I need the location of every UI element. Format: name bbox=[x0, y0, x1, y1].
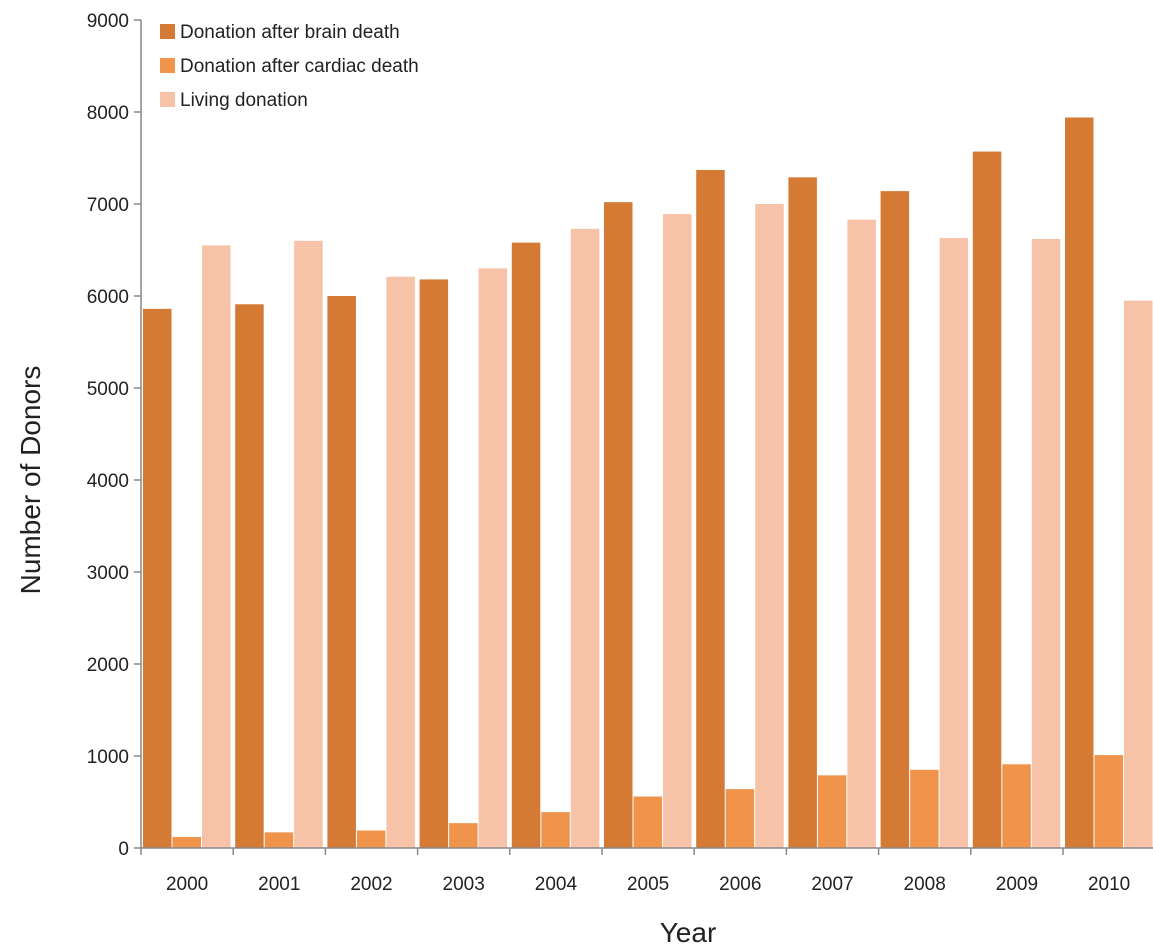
y-tick-label-6000: 6000 bbox=[87, 287, 129, 308]
bar-donation-after-cardiac-death-2005 bbox=[633, 796, 662, 848]
y-axis-title: Number of Donors bbox=[15, 366, 46, 595]
bar-donation-after-brain-death-2006 bbox=[696, 169, 725, 848]
bar-living-donation-2007 bbox=[847, 219, 876, 848]
x-tick-label-2005: 2005 bbox=[627, 874, 669, 895]
y-tick-label-7000: 7000 bbox=[87, 195, 129, 216]
legend-label-living-donation: Living donation bbox=[180, 90, 308, 111]
bar-living-donation-2002 bbox=[386, 276, 415, 848]
x-tick-label-2006: 2006 bbox=[719, 874, 761, 895]
legend-swatch-living-donation bbox=[160, 92, 175, 107]
x-tick-label-2000: 2000 bbox=[166, 874, 208, 895]
y-axis-ticks: 0 1000 2000 3000 4000 5000 6000 7000 8000 9000 bbox=[87, 11, 141, 860]
x-tick-label-2004: 2004 bbox=[535, 874, 578, 895]
legend-swatch-donation-after-brain-death bbox=[160, 24, 175, 39]
legend-label-donation-after-cardiac-death: Donation after cardiac death bbox=[180, 56, 419, 77]
y-tick-label-9000: 9000 bbox=[87, 11, 129, 32]
bar-donation-after-cardiac-death-2002 bbox=[356, 830, 386, 848]
bar-donation-after-cardiac-death-2009 bbox=[1002, 764, 1031, 848]
y-tick-label-8000: 8000 bbox=[87, 103, 129, 124]
x-tick-label-2007: 2007 bbox=[811, 874, 853, 895]
bar-donation-after-cardiac-death-2001 bbox=[264, 832, 294, 848]
y-tick-label-0: 0 bbox=[118, 839, 129, 860]
bar-donation-after-cardiac-death-2007 bbox=[817, 775, 847, 848]
x-axis-title: Year bbox=[660, 917, 717, 948]
bar-donation-after-cardiac-death-2006 bbox=[725, 789, 755, 848]
bar-donation-after-cardiac-death-2003 bbox=[449, 823, 478, 848]
bar-living-donation-2001 bbox=[294, 240, 323, 849]
bar-living-donation-2006 bbox=[755, 204, 784, 848]
y-tick-label-4000: 4000 bbox=[87, 471, 129, 492]
y-tick-label-1000: 1000 bbox=[87, 747, 129, 768]
x-tick-label-2008: 2008 bbox=[904, 874, 946, 895]
bar-donation-after-brain-death-2002 bbox=[327, 296, 356, 848]
bar-living-donation-2009 bbox=[1031, 238, 1061, 848]
bar-living-donation-2000 bbox=[202, 245, 231, 848]
bar-donation-after-cardiac-death-2010 bbox=[1094, 755, 1123, 848]
bar-living-donation-2008 bbox=[939, 238, 969, 849]
bar-donation-after-brain-death-2000 bbox=[143, 308, 172, 848]
legend: Donation after brain death Donation after… bbox=[160, 22, 419, 111]
bar-living-donation-2010 bbox=[1124, 300, 1153, 849]
bar-donation-after-brain-death-2010 bbox=[1065, 117, 1094, 848]
bar-living-donation-2003 bbox=[478, 268, 508, 848]
legend-swatch-donation-after-cardiac-death bbox=[160, 58, 175, 73]
bar-donation-after-cardiac-death-2008 bbox=[910, 769, 939, 848]
bar-donation-after-brain-death-2001 bbox=[235, 304, 264, 848]
legend-label-donation-after-brain-death: Donation after brain death bbox=[180, 22, 400, 43]
bar-donation-after-cardiac-death-2004 bbox=[541, 812, 570, 848]
bar-donation-after-brain-death-2009 bbox=[972, 151, 1002, 848]
bars-layer bbox=[143, 117, 1153, 849]
bar-donation-after-brain-death-2007 bbox=[788, 177, 817, 848]
bar-living-donation-2005 bbox=[663, 214, 692, 848]
bar-donation-after-cardiac-death-2000 bbox=[172, 836, 201, 848]
bar-donation-after-brain-death-2004 bbox=[511, 242, 541, 848]
x-axis-ticks: 2000 2001 2002 2003 2004 2005 2006 2007 2008 2009… bbox=[140, 848, 1130, 895]
bar-donation-after-brain-death-2003 bbox=[419, 279, 449, 848]
x-tick-label-2010: 2010 bbox=[1088, 874, 1130, 895]
bar-donation-after-brain-death-2008 bbox=[880, 191, 910, 848]
y-tick-label-2000: 2000 bbox=[87, 655, 129, 676]
x-tick-label-2009: 2009 bbox=[996, 874, 1038, 895]
x-tick-label-2002: 2002 bbox=[350, 874, 392, 895]
x-tick-label-2001: 2001 bbox=[258, 874, 300, 895]
y-tick-label-3000: 3000 bbox=[87, 563, 129, 584]
bar-living-donation-2004 bbox=[570, 228, 600, 849]
y-tick-label-5000: 5000 bbox=[87, 379, 129, 400]
x-tick-label-2003: 2003 bbox=[443, 874, 485, 895]
bar-donation-after-brain-death-2005 bbox=[604, 202, 633, 848]
